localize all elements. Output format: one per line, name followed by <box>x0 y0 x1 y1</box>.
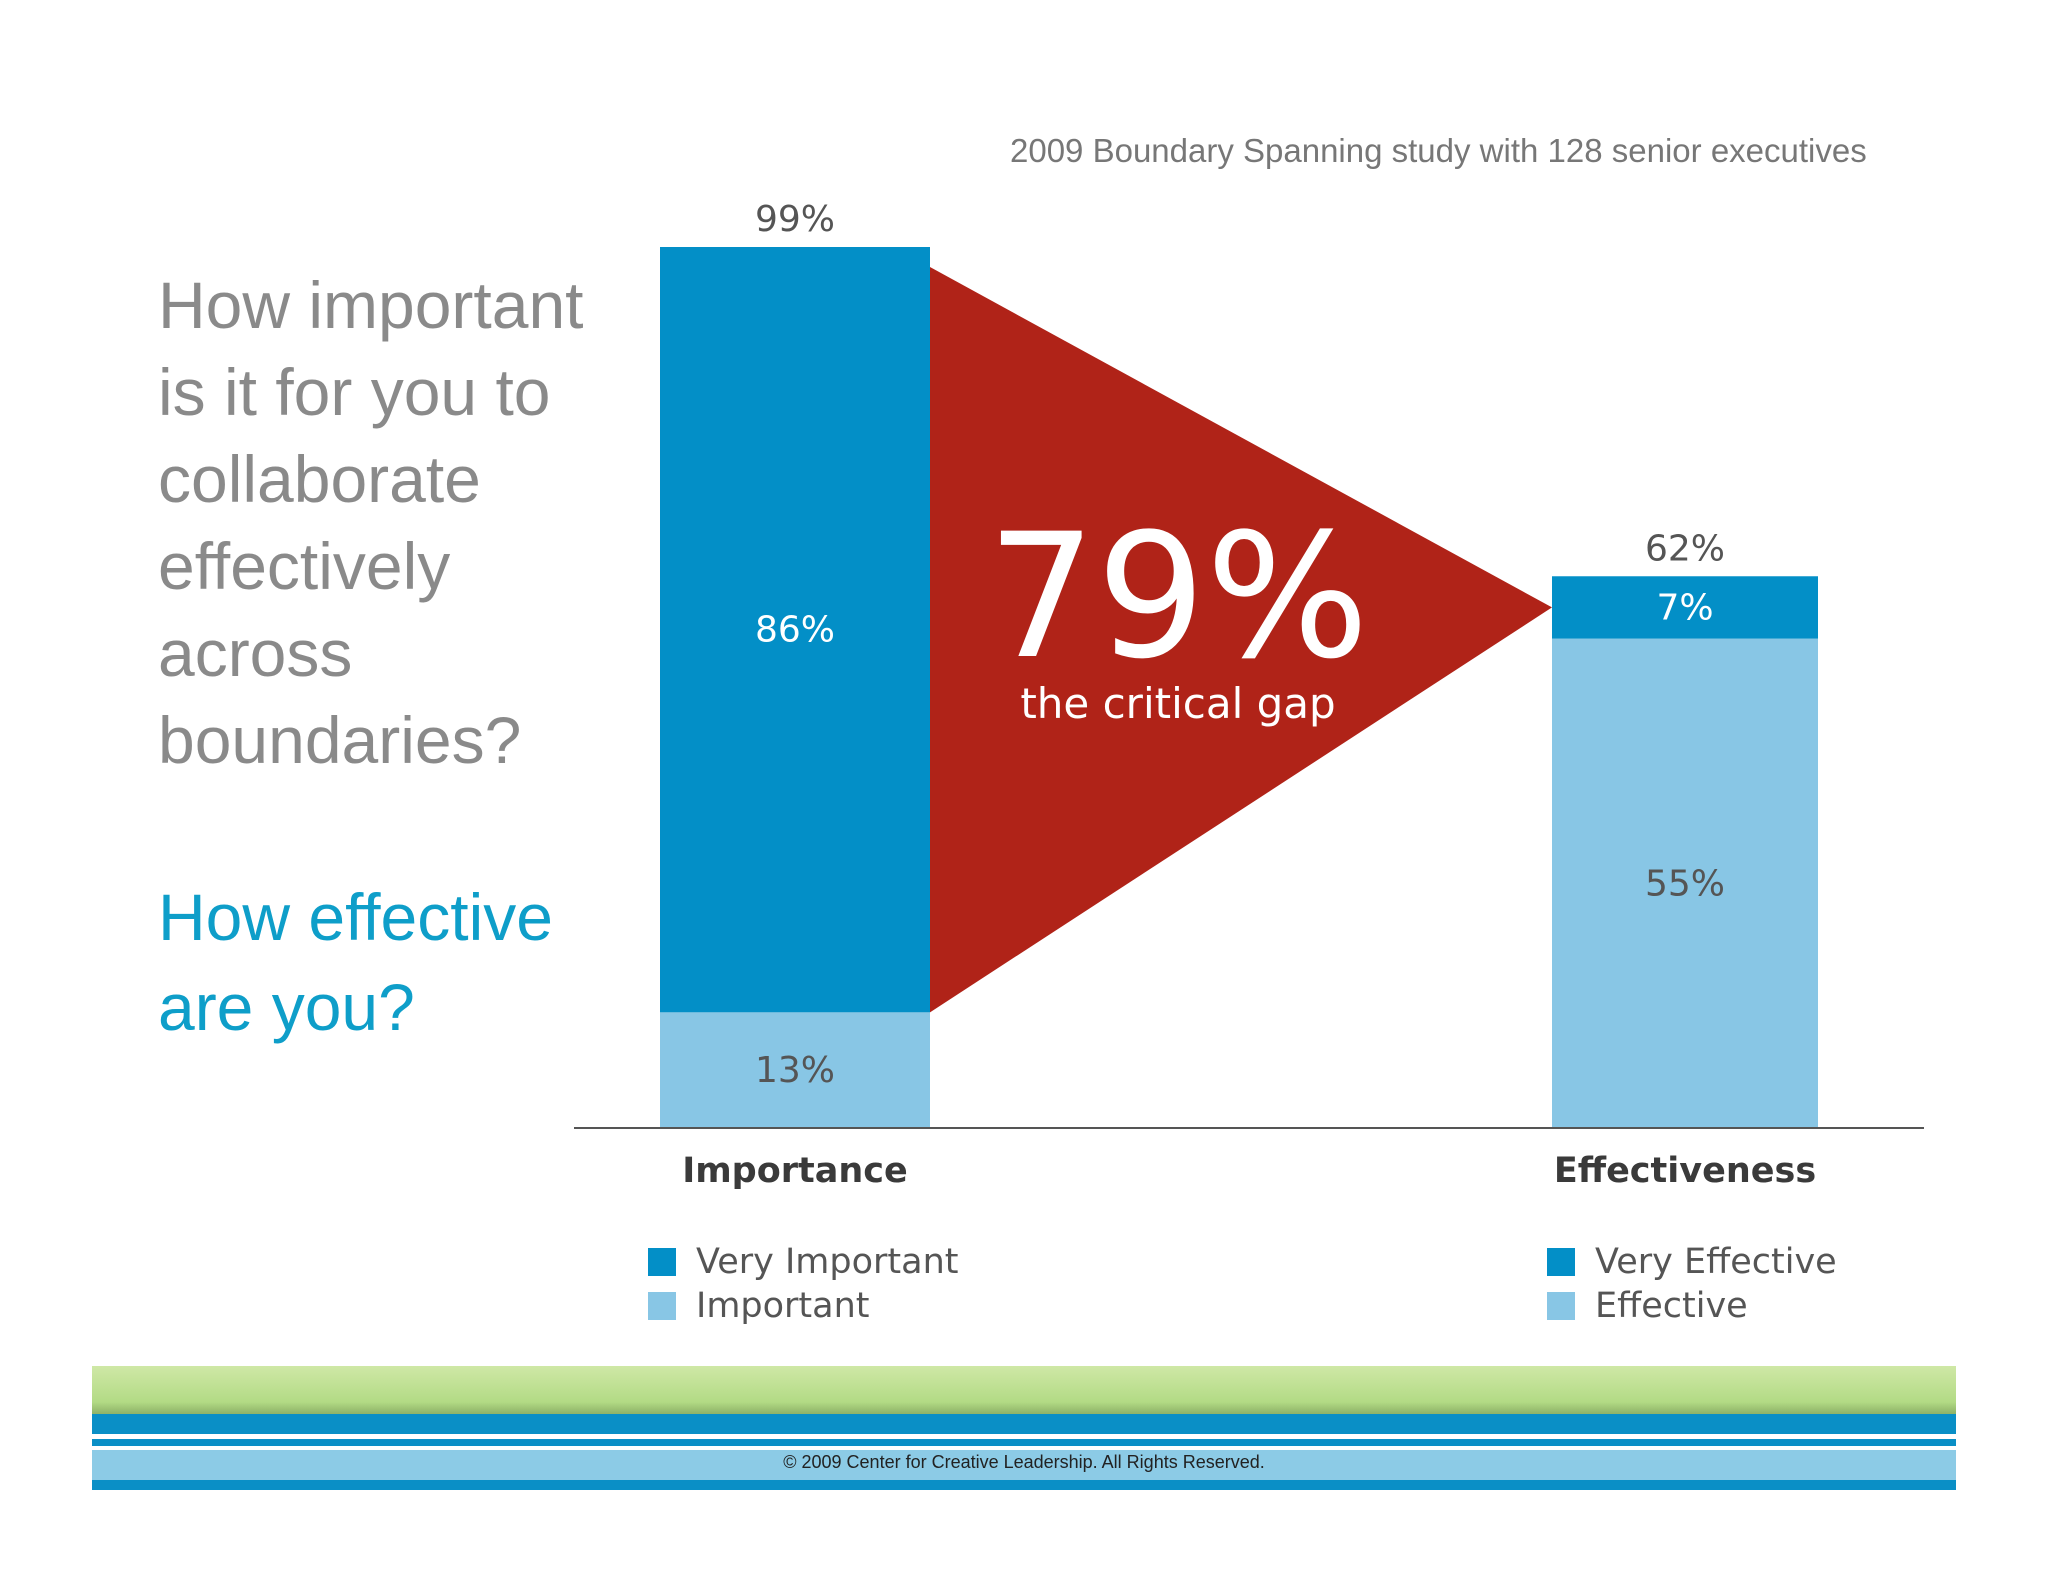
question-line: How important <box>158 268 584 342</box>
legend-swatch-effective <box>1547 1292 1575 1320</box>
gap-triangle <box>930 267 1552 1013</box>
copyright-notice: © 2009 Center for Creative Leadership. A… <box>783 1452 1265 1472</box>
legend-swatch-very-important <box>648 1248 676 1276</box>
footer-green-band <box>92 1366 1956 1414</box>
gap-caption-label: the critical gap <box>1020 679 1335 728</box>
question-line: effectively <box>158 529 451 603</box>
category-label-effectiveness: Effectiveness <box>1554 1151 1816 1191</box>
question-line: collaborate <box>158 442 481 516</box>
legend-label: Effective <box>1595 1286 1748 1326</box>
bar-importance-light-segment <box>660 1012 930 1128</box>
bar-importance-dark-value-label: 86% <box>755 610 835 651</box>
bar-effectiveness-light-segment <box>1552 638 1818 1128</box>
legend-swatch-important <box>648 1292 676 1320</box>
category-label-importance: Importance <box>682 1151 908 1191</box>
legend-label: Important <box>696 1286 870 1326</box>
legend-label: Very Important <box>696 1242 959 1282</box>
question-line: is it for you to <box>158 355 551 429</box>
bar-effectiveness-dark-segment <box>1552 576 1818 639</box>
chart-subtitle: 2009 Boundary Spanning study with 128 se… <box>1010 132 1867 169</box>
question-line: across <box>158 616 353 690</box>
bar-importance-total-label: 99% <box>755 199 835 240</box>
gap-value-label: 79% <box>987 496 1369 697</box>
question-line: How effective <box>158 880 553 954</box>
bar-importance-light-value-label: 13% <box>755 1050 835 1091</box>
legend-importance: Very Important Important <box>648 1240 959 1328</box>
footer-shadow <box>92 1402 1956 1414</box>
bar-importance-dark-segment <box>660 247 930 1013</box>
question-line: boundaries? <box>158 703 522 777</box>
legend-swatch-very-effective <box>1547 1248 1575 1276</box>
legend-item: Effective <box>1547 1284 1837 1328</box>
legend-label: Very Effective <box>1595 1242 1837 1282</box>
legend-effectiveness: Very Effective Effective <box>1547 1240 1837 1328</box>
question-importance: How important is it for you to collabora… <box>158 262 678 784</box>
question-effectiveness: How effective are you? <box>158 872 678 1052</box>
legend-item: Important <box>648 1284 959 1328</box>
bar-effectiveness-dark-value-label: 7% <box>1656 587 1713 628</box>
footer-blue-stripes <box>92 1414 1956 1490</box>
question-line: are you? <box>158 970 415 1044</box>
legend-item: Very Effective <box>1547 1240 1837 1284</box>
bar-effectiveness-light-value-label: 55% <box>1645 863 1725 904</box>
legend-item: Very Important <box>648 1240 959 1284</box>
bar-effectiveness-total-label: 62% <box>1645 528 1725 569</box>
